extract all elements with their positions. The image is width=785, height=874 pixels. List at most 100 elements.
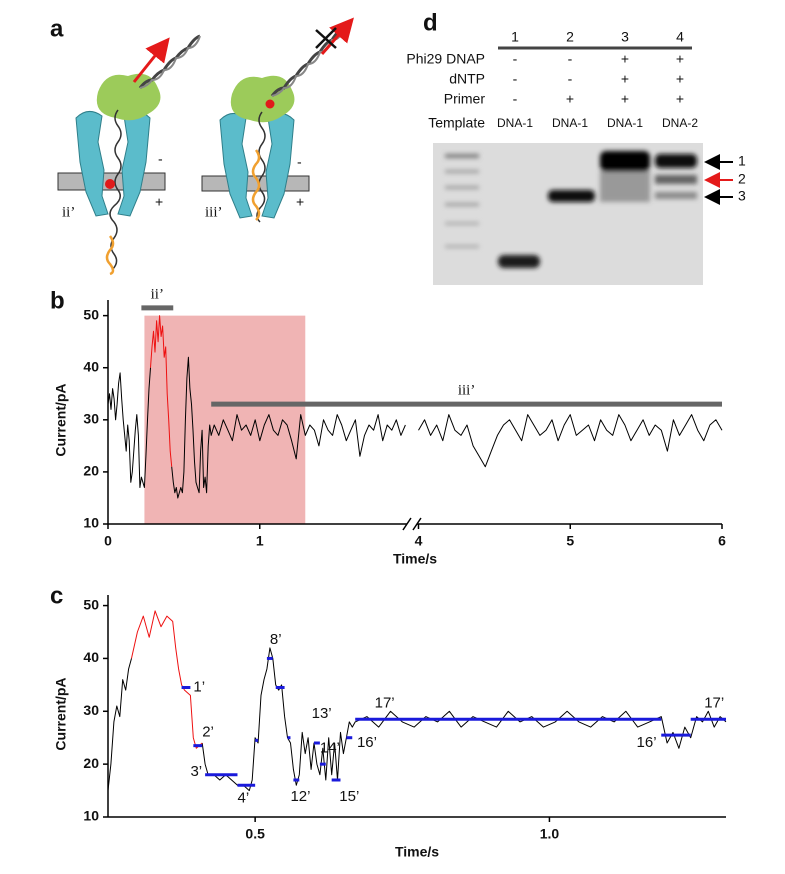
level-label: 4’ xyxy=(238,789,250,806)
chart: 1’ 2’ 3’ 4’ 8’ 12’ 13’ 14’ 15’ 16’ 17’ 16’ 17’ 10 20 30… xyxy=(53,595,727,860)
pore-diagram-right xyxy=(201,17,354,223)
y-axis-title: Current/pA xyxy=(53,383,69,456)
y-tick-label: 20 xyxy=(83,755,99,771)
band xyxy=(498,255,540,268)
panel-label: a xyxy=(50,15,64,42)
dna-strand xyxy=(256,111,266,223)
charge-label: - xyxy=(158,151,163,167)
gel-bands xyxy=(445,151,697,268)
x-tick-label: 1 xyxy=(256,533,264,549)
band-marker: 3 xyxy=(738,188,746,204)
primer-strand xyxy=(251,149,261,221)
chart: ii’ iii’ 10 20 30 40 50 0 1 4 5 6 Time/s Current/pA xyxy=(53,286,726,566)
x-tick-label: 4 xyxy=(415,533,423,549)
table-cell: + xyxy=(676,51,684,67)
charge-label: + xyxy=(296,194,304,210)
ladder-band xyxy=(445,222,479,225)
x-tick-label: 1.0 xyxy=(540,826,560,842)
level-label: 17’ xyxy=(375,694,395,711)
level-label: 16’ xyxy=(637,734,657,751)
band xyxy=(600,151,650,171)
cross xyxy=(315,27,337,49)
table-cell: + xyxy=(566,91,574,107)
level-label: 16’ xyxy=(357,734,377,751)
level-label: 17’ xyxy=(704,694,724,711)
row-label: dNTP xyxy=(449,71,485,87)
lane-label: 3 xyxy=(621,29,629,45)
y-tick-label: 30 xyxy=(83,411,99,427)
pore-half xyxy=(117,111,151,217)
table-cell: - xyxy=(513,51,518,67)
level-label: 3’ xyxy=(190,763,202,780)
lane-label: 4 xyxy=(676,29,684,45)
marker-dot xyxy=(265,99,275,109)
dna-strand xyxy=(109,109,122,271)
y-tick-label: 50 xyxy=(83,596,99,612)
pore-half xyxy=(75,111,109,217)
table-cell: - xyxy=(568,71,573,87)
trace xyxy=(107,356,723,499)
trace xyxy=(107,647,727,792)
axis-break xyxy=(402,517,412,531)
axis-break xyxy=(412,517,422,531)
shade-region xyxy=(144,315,306,524)
arrow xyxy=(320,17,354,55)
row-label: Template xyxy=(428,115,485,131)
table-cell: DNA-2 xyxy=(662,116,698,130)
level-label: 12’ xyxy=(290,788,310,805)
lane-label: 2 xyxy=(566,29,574,45)
y-tick-label: 20 xyxy=(83,463,99,479)
panel-label: c xyxy=(50,582,63,609)
y-tick-label: 40 xyxy=(83,649,99,665)
x-tick-label: 0.5 xyxy=(245,826,265,842)
level-label: 2’ xyxy=(202,723,214,740)
y-tick-label: 10 xyxy=(83,808,99,824)
charge-label: - xyxy=(297,154,302,170)
level-label: 13’ xyxy=(312,705,332,722)
condition-table: 1 2 3 4 Phi29 DNAP - - + + dNTP - - + + Primer - + + + Temp… xyxy=(406,29,698,131)
smear xyxy=(600,170,650,202)
trace xyxy=(131,610,203,749)
y-tick-label: 30 xyxy=(83,702,99,718)
table-cell: DNA-1 xyxy=(552,116,588,130)
dna-helix xyxy=(139,35,201,89)
pore-half xyxy=(219,113,253,219)
band xyxy=(655,175,697,184)
table-cell: + xyxy=(676,91,684,107)
state-label: ii’ xyxy=(151,286,164,302)
band xyxy=(655,154,697,168)
y-tick-label: 40 xyxy=(83,358,99,374)
table-cell: - xyxy=(568,51,573,67)
polymerase xyxy=(230,75,295,123)
x-tick-label: 6 xyxy=(718,533,726,549)
table-cell: - xyxy=(513,91,518,107)
charge-label: + xyxy=(155,194,163,210)
trace xyxy=(150,315,173,467)
table-cell: DNA-1 xyxy=(607,116,643,130)
level-label: 15’ xyxy=(339,788,359,805)
state-label: iii’ xyxy=(458,383,476,399)
marker-dot xyxy=(105,179,115,189)
level-label: 1’ xyxy=(193,678,205,695)
level-label: 8’ xyxy=(270,631,282,648)
x-axis-title: Time/s xyxy=(393,551,437,567)
state-label: iii’ xyxy=(205,204,223,220)
panel-label: b xyxy=(50,287,65,314)
pore-diagram-left xyxy=(57,34,201,276)
y-axis-title: Current/pA xyxy=(53,677,69,750)
y-tick-label: 10 xyxy=(83,515,99,531)
row-label: Primer xyxy=(444,91,486,107)
table-cell: + xyxy=(676,71,684,87)
ladder-band xyxy=(445,186,479,189)
table-cell: + xyxy=(621,71,629,87)
band xyxy=(548,190,595,202)
x-axis-title: Time/s xyxy=(395,844,439,860)
arrow xyxy=(132,37,170,83)
row-label: Phi29 DNAP xyxy=(406,51,485,67)
state-label: ii’ xyxy=(62,204,75,220)
ladder-band xyxy=(445,245,479,248)
ladder-band xyxy=(445,154,479,158)
table-cell: + xyxy=(621,51,629,67)
lane-label: 1 xyxy=(511,29,519,45)
